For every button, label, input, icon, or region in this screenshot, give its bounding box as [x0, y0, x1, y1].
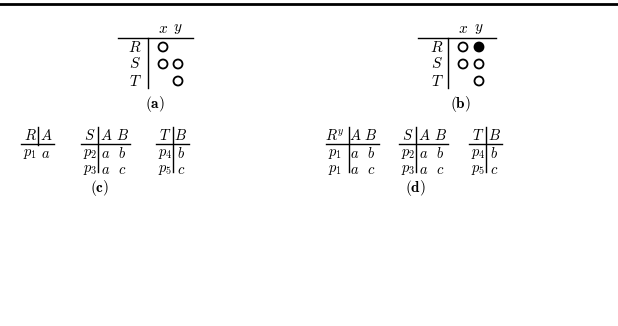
Text: $p_5$: $p_5$: [158, 163, 172, 177]
Text: $\mathbf{(c)}$: $\mathbf{(c)}$: [90, 178, 109, 198]
Text: $S$: $S$: [431, 56, 443, 71]
Text: $S$: $S$: [402, 128, 413, 143]
Text: $c$: $c$: [436, 163, 444, 177]
Text: $a$: $a$: [41, 147, 51, 161]
Text: $b$: $b$: [118, 146, 126, 161]
Text: $B$: $B$: [116, 128, 129, 143]
Text: $c$: $c$: [490, 163, 498, 177]
Text: $B$: $B$: [433, 128, 446, 143]
Text: $p_4$: $p_4$: [158, 147, 172, 161]
Text: $p_2$: $p_2$: [400, 147, 415, 161]
Text: $T$: $T$: [129, 73, 142, 88]
Text: $S$: $S$: [84, 128, 96, 143]
Text: $R^y$: $R^y$: [325, 128, 345, 143]
Text: $S$: $S$: [129, 56, 141, 71]
Text: $p_3$: $p_3$: [83, 163, 97, 177]
Text: $A$: $A$: [349, 128, 362, 143]
Text: $R$: $R$: [129, 39, 142, 54]
Text: $a$: $a$: [350, 163, 360, 177]
Text: $A$: $A$: [40, 128, 53, 143]
Text: $c$: $c$: [118, 163, 126, 177]
Text: $\mathbf{(a)}$: $\mathbf{(a)}$: [145, 94, 165, 114]
Text: $p_5$: $p_5$: [471, 163, 485, 177]
Text: $c$: $c$: [367, 163, 375, 177]
Text: $x$: $x$: [458, 22, 468, 36]
Text: $b$: $b$: [436, 146, 444, 161]
Text: $y$: $y$: [173, 22, 183, 36]
Text: $b$: $b$: [177, 146, 185, 161]
Text: $a$: $a$: [420, 147, 429, 161]
Text: $p_1$: $p_1$: [328, 147, 342, 161]
Text: $a$: $a$: [420, 163, 429, 177]
Text: $B$: $B$: [488, 128, 501, 143]
Text: $T$: $T$: [431, 73, 443, 88]
Text: $p_1$: $p_1$: [328, 163, 342, 177]
Text: $a$: $a$: [350, 147, 360, 161]
Text: $T$: $T$: [472, 128, 484, 143]
Text: $A$: $A$: [99, 128, 112, 143]
Text: $b$: $b$: [490, 146, 498, 161]
Text: $A$: $A$: [418, 128, 430, 143]
Text: $p_1$: $p_1$: [23, 147, 37, 161]
Text: $R$: $R$: [430, 39, 444, 54]
Text: $R$: $R$: [23, 128, 36, 143]
Text: $T$: $T$: [159, 128, 171, 143]
Text: $x$: $x$: [158, 22, 168, 36]
Text: $\mathbf{(b)}$: $\mathbf{(b)}$: [449, 94, 470, 114]
Text: $p_3$: $p_3$: [400, 163, 415, 177]
Text: $B$: $B$: [174, 128, 187, 143]
Text: $\mathbf{(d)}$: $\mathbf{(d)}$: [405, 178, 425, 198]
Text: $p_4$: $p_4$: [471, 147, 485, 161]
Text: $a$: $a$: [101, 163, 111, 177]
Text: $B$: $B$: [365, 128, 378, 143]
Text: $y$: $y$: [474, 22, 484, 36]
Text: $b$: $b$: [367, 146, 375, 161]
Text: $c$: $c$: [177, 163, 185, 177]
Circle shape: [475, 42, 483, 52]
Text: $a$: $a$: [101, 147, 111, 161]
Text: $p_2$: $p_2$: [83, 147, 97, 161]
